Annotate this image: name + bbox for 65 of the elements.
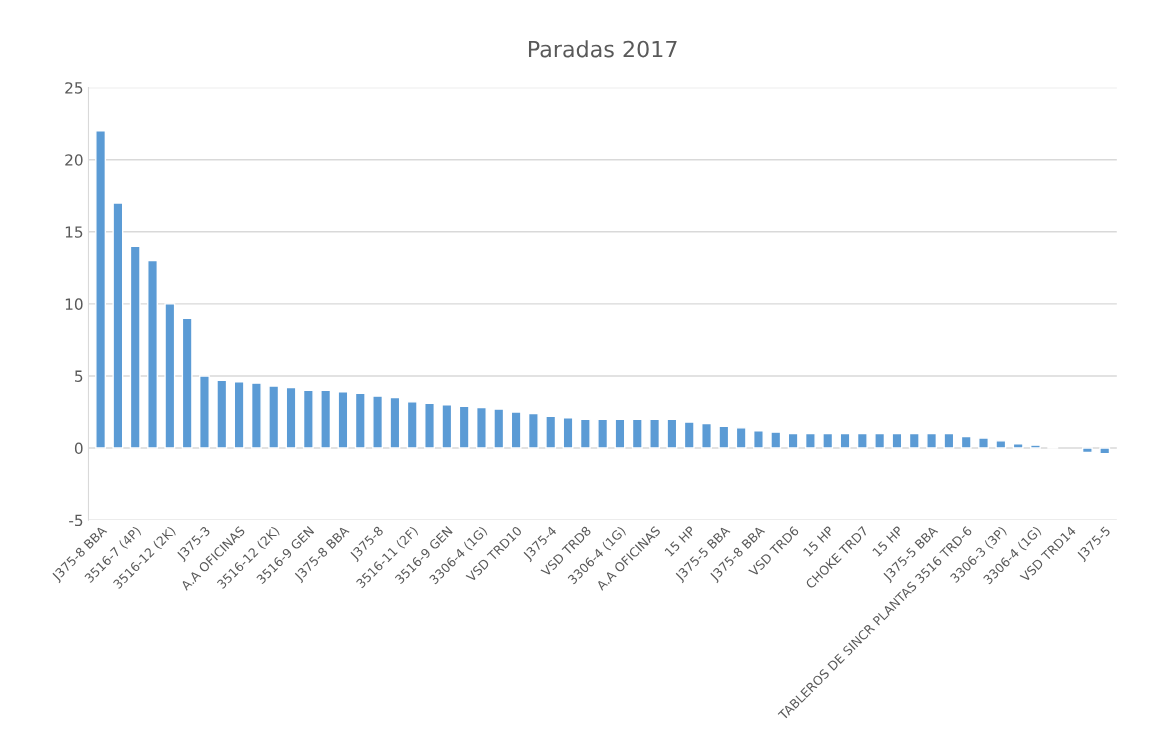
bar [926, 432, 938, 449]
bar [908, 432, 920, 449]
bar [804, 432, 816, 449]
chart-title: Paradas 2017 [528, 40, 677, 58]
bar [1030, 444, 1041, 449]
bar [701, 422, 712, 449]
bar [891, 432, 903, 449]
bar [233, 381, 245, 449]
bar [181, 317, 193, 449]
y-tick-label: 25 [65, 82, 83, 94]
bar [770, 431, 782, 449]
bar [129, 245, 141, 449]
bar [424, 402, 435, 449]
bar [199, 375, 210, 449]
bar [545, 415, 557, 449]
bar [95, 130, 107, 449]
y-tick-label: 15 [65, 226, 83, 238]
bar [268, 385, 280, 449]
bar [787, 432, 799, 449]
bar [147, 259, 158, 449]
bar [943, 432, 955, 449]
bar [874, 432, 886, 449]
bar [527, 412, 539, 449]
bar [1012, 443, 1024, 449]
bar [510, 411, 522, 449]
bar [458, 405, 470, 449]
bar [960, 435, 972, 449]
bar [250, 382, 262, 449]
bar [995, 440, 1007, 449]
bar [112, 202, 124, 449]
bar [354, 392, 366, 449]
bar [216, 379, 228, 449]
bar [1099, 447, 1111, 455]
bar [631, 418, 643, 449]
bar [562, 417, 574, 449]
y-tick-label: -5 [69, 514, 83, 527]
bar [597, 418, 609, 449]
bar [614, 418, 626, 449]
bar [285, 386, 297, 449]
y-tick-label: 20 [65, 154, 83, 166]
bar [753, 430, 764, 449]
bar [856, 432, 868, 449]
bar [164, 303, 176, 449]
bar [718, 425, 730, 449]
y-tick-label: 5 [75, 370, 83, 382]
bar [476, 406, 487, 449]
bar [302, 389, 314, 449]
bar [1081, 447, 1093, 454]
y-tick-label: 0 [74, 442, 83, 455]
bar [822, 432, 834, 449]
bar [406, 401, 418, 449]
bar [666, 418, 678, 449]
bar [320, 389, 332, 449]
y-tick-label: 10 [65, 298, 83, 310]
bar [372, 395, 384, 449]
bar [389, 396, 401, 449]
bar [441, 404, 453, 449]
bar [649, 418, 661, 449]
bar [839, 432, 851, 449]
bar [579, 418, 591, 449]
bar [735, 427, 747, 449]
bar [493, 408, 505, 449]
bar [337, 391, 349, 449]
bar [978, 437, 989, 449]
bar [683, 421, 695, 449]
